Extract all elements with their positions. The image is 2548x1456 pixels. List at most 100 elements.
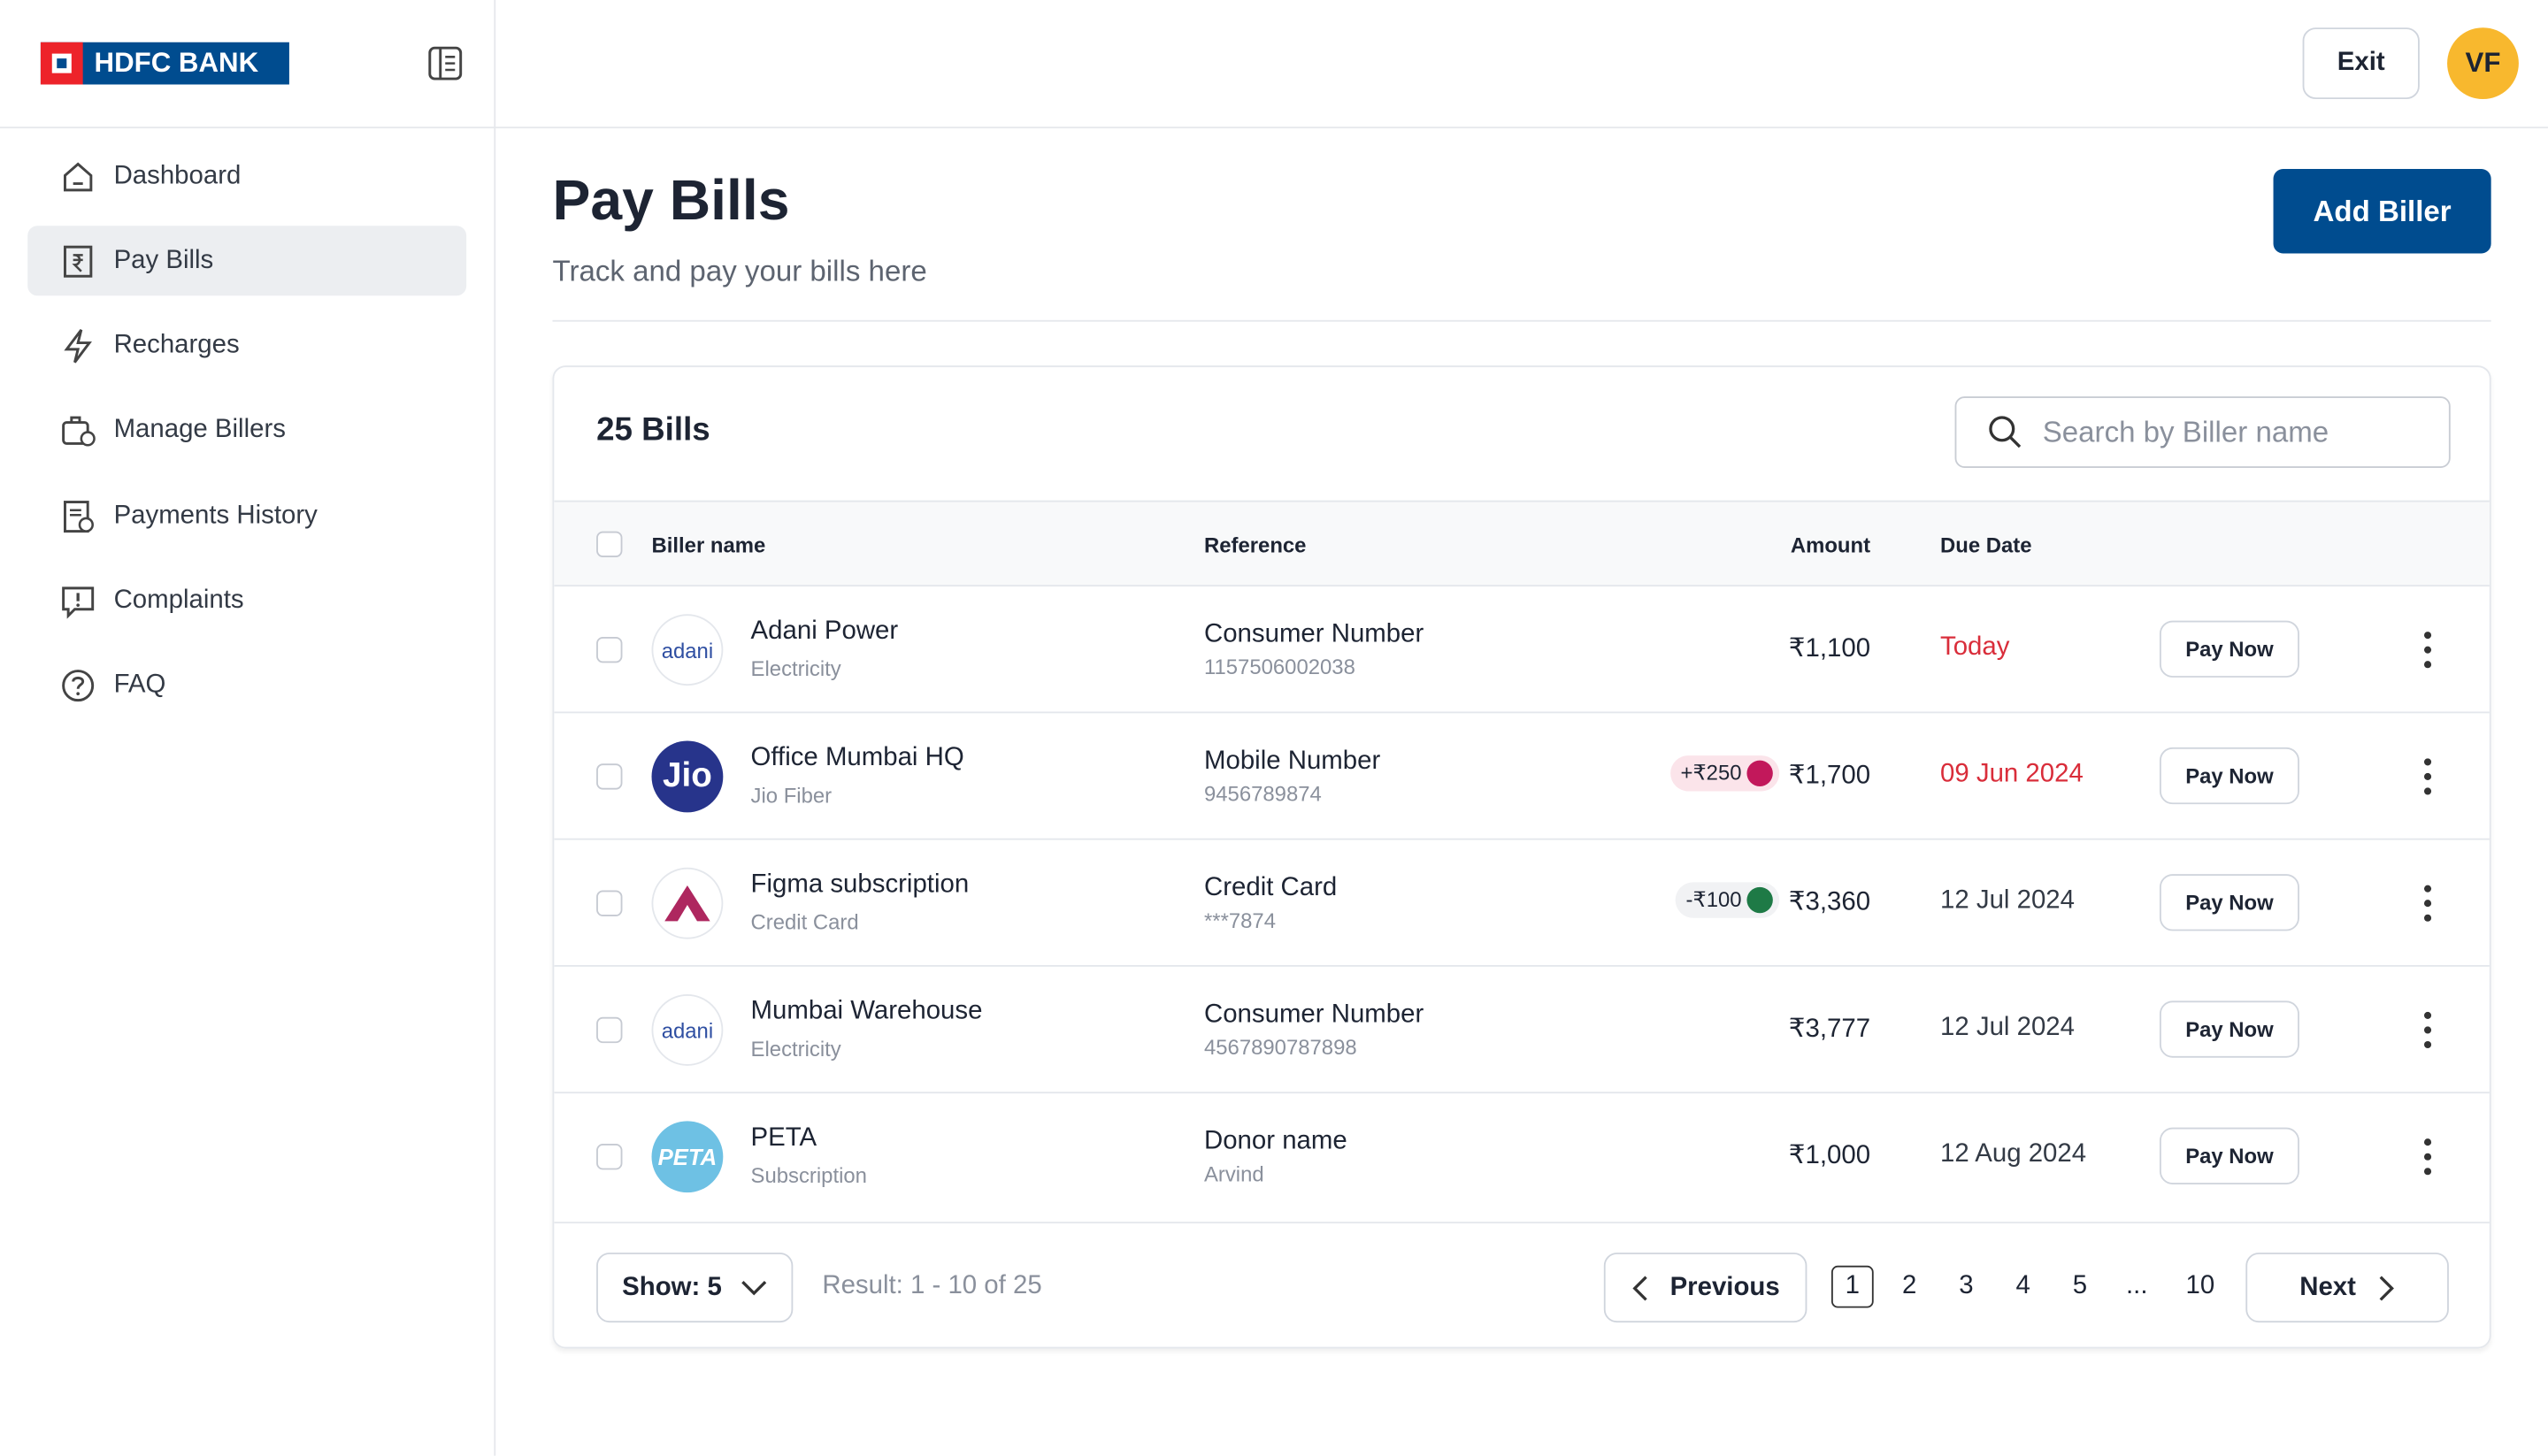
page-size-select[interactable]: Show: 5 [596,1253,794,1323]
select-all-checkbox[interactable] [596,531,623,557]
nav-item[interactable]: Complaints [27,566,466,636]
next-label: Next [2299,1273,2356,1301]
logo: HDFC BANK [40,42,289,85]
previous-label: Previous [1669,1273,1780,1301]
avatar[interactable]: VF [2447,27,2519,100]
reference-label: Donor name [1203,1127,1347,1155]
pay-now-button[interactable]: Pay Now [2159,747,2299,805]
badge-text: -₹100 [1685,886,1742,912]
due-date: Today [1940,633,2010,662]
column-header: Due Date [1940,533,2032,557]
bill-row: adani Mumbai Warehouse Electricity Consumer… [554,964,2490,1093]
reference-value: 1157506002038 [1203,655,1355,679]
reference-value: 9456789874 [1203,781,1322,807]
row-checkbox[interactable] [596,636,623,663]
page-number[interactable]: 10 [2185,1272,2215,1300]
due-date: 12 Jul 2024 [1940,886,2075,916]
row-checkbox[interactable] [596,890,623,916]
nav-item[interactable]: Payments History [27,481,466,551]
nav-item[interactable]: Recharges [27,311,466,381]
biller-category: Electricity [750,1036,841,1061]
row-checkbox[interactable] [596,1144,623,1170]
table-header: Biller name Reference Amount Due Date [554,500,2490,587]
biller-logo: adani [651,614,724,686]
nav-label: Pay Bills [113,246,214,275]
biller-name: Office Mumbai HQ [750,744,964,772]
chevron-down [741,1280,767,1295]
reference-value: ***7874 [1203,908,1277,933]
biller-name: Mumbai Warehouse [750,997,983,1025]
reference-value: 4567890787898 [1203,1034,1357,1060]
page-number[interactable]: 2 [1901,1272,1917,1300]
due-date: 09 Jun 2024 [1940,760,2084,788]
nav-item[interactable]: Pay Bills [27,226,467,296]
nav-label: FAQ [113,671,166,700]
logo-mark [40,42,83,85]
biller-category: Jio Fiber [750,783,833,808]
nav-icon [63,500,94,533]
page-number[interactable]: 5 [2072,1272,2088,1300]
amount: ₹1,700 [1788,762,1871,790]
row-menu[interactable] [2416,1009,2439,1052]
row-menu[interactable] [2416,755,2439,798]
biller-logo [651,867,724,939]
due-date: 12 Jul 2024 [1940,1014,2075,1042]
reference-label: Consumer Number [1203,1000,1424,1029]
row-checkbox[interactable] [596,763,623,790]
amount-cell: ₹3,777 [1789,1012,1870,1045]
row-menu[interactable] [2416,629,2439,671]
nav-item[interactable]: Dashboard [27,142,466,211]
biller-logo: Jio [651,740,724,813]
kebab-icon [2423,1138,2432,1176]
nav-item[interactable]: FAQ [27,651,466,721]
add-biller-button[interactable]: Add Biller [2273,169,2491,254]
kebab-icon [2423,758,2432,795]
search-input[interactable]: Search by Biller name [1954,396,2451,468]
pay-now-button[interactable]: Pay Now [2159,1000,2299,1058]
exit-button[interactable]: Exit [2302,27,2420,100]
chevron-right [2379,1275,2394,1300]
pay-now-button[interactable]: Pay Now [2159,620,2299,678]
amount: ₹3,777 [1788,1015,1871,1044]
row-menu[interactable] [2416,1136,2439,1178]
row-menu[interactable] [2416,882,2439,924]
chevron-left [1631,1275,1647,1300]
page-number[interactable]: 4 [2015,1272,2030,1300]
nav-label: Recharges [113,331,240,360]
amount: ₹1,000 [1788,1142,1871,1170]
column-header: Biller name [651,533,766,557]
offer-badge: +₹250 [1670,755,1779,792]
pagination: 1 2 3 4 5... 10 [1830,1265,2236,1308]
biller-category: Electricity [750,656,841,681]
kebab-icon [2423,885,2432,922]
page-number[interactable]: ... [2126,1272,2148,1300]
pay-now-button[interactable]: Pay Now [2159,1127,2299,1184]
row-checkbox[interactable] [596,1016,623,1044]
badge-icon [1746,760,1773,786]
page-number[interactable]: 3 [1959,1272,1974,1300]
biller-name: Figma subscription [750,870,970,899]
bill-row: adani Adani Power Electricity Consumer Numb… [554,585,2490,713]
nav-label: Complaints [113,586,244,615]
biller-name: Adani Power [750,617,899,646]
bill-row: Jio Office Mumbai HQ Jio Fiber Mobile Numbe… [554,711,2490,839]
nav-label: Payments History [113,501,318,530]
next-button[interactable]: Next [2245,1253,2449,1323]
logo-text: HDFC BANK [94,47,259,79]
pay-now-button[interactable]: Pay Now [2159,874,2299,931]
offer-badge: -₹100 [1676,882,1779,918]
page-subtitle: Track and pay your bills here [552,255,927,288]
amount: ₹1,100 [1788,635,1871,663]
nav-item[interactable]: Manage Billers [27,396,466,466]
amount-cell: ₹1,100 [1789,632,1870,664]
sidebar-toggle[interactable] [427,45,463,80]
amount-cell: ₹1,000 [1789,1139,1870,1172]
reference-value: Arvind [1203,1161,1264,1186]
page-number[interactable]: 1 [1830,1265,1874,1308]
nav-icon [63,245,93,278]
search-icon [1989,416,2022,448]
search-placeholder: Search by Biller name [2042,415,2329,448]
page-title: Pay Bills [552,169,790,233]
previous-button[interactable]: Previous [1603,1253,1807,1323]
